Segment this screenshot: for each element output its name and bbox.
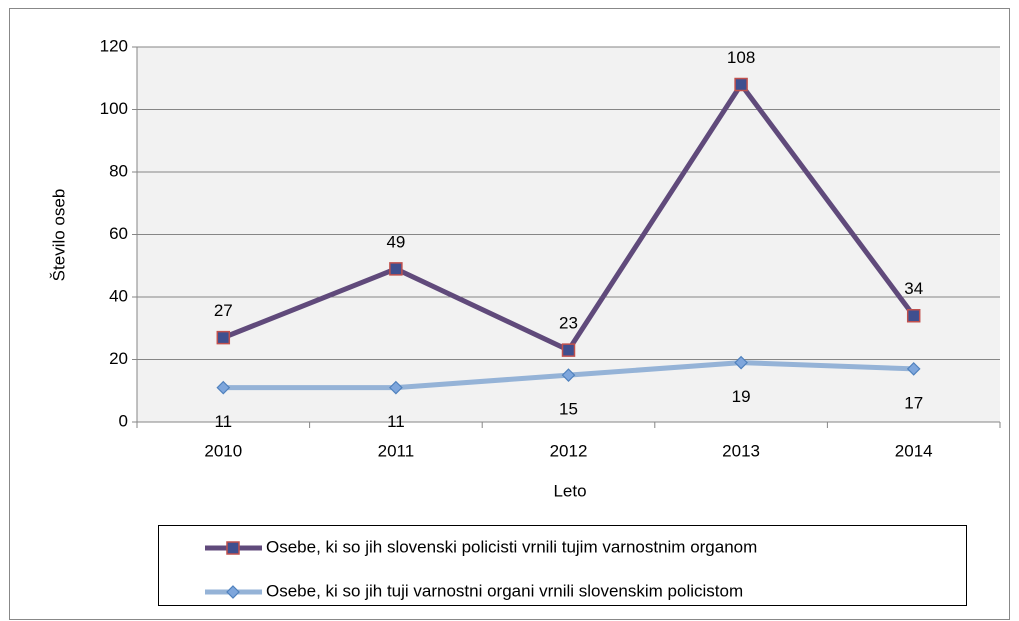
data-label: 23 bbox=[559, 314, 578, 333]
data-point bbox=[216, 330, 231, 345]
legend-marker bbox=[226, 585, 240, 599]
data-label: 108 bbox=[727, 48, 755, 67]
data-label: 19 bbox=[732, 387, 751, 406]
data-point bbox=[906, 362, 921, 376]
x-tick-label: 2010 bbox=[204, 441, 242, 460]
data-label: 15 bbox=[559, 400, 578, 419]
y-tick-label: 120 bbox=[100, 36, 128, 55]
data-point bbox=[906, 309, 921, 323]
y-tick-label: 40 bbox=[109, 286, 128, 305]
x-tick-label: 2014 bbox=[895, 441, 933, 460]
y-tick-label: 60 bbox=[109, 224, 128, 243]
data-label: 34 bbox=[904, 279, 923, 298]
legend bbox=[158, 525, 967, 606]
data-point bbox=[734, 355, 748, 370]
data-point bbox=[561, 343, 576, 357]
data-label: 11 bbox=[214, 412, 232, 431]
data-point bbox=[561, 368, 576, 382]
legend-label: Osebe, ki so jih tuji varnostni organi v… bbox=[266, 581, 743, 600]
legend-label: Osebe, ki so jih slovenski policisti vrn… bbox=[266, 537, 757, 556]
x-tick-label: 2011 bbox=[378, 441, 415, 460]
data-point bbox=[389, 262, 403, 276]
y-tick-label: 0 bbox=[119, 411, 128, 430]
y-tick-label: 20 bbox=[109, 349, 128, 368]
y-tick-label: 80 bbox=[109, 161, 128, 180]
data-point bbox=[389, 380, 403, 395]
data-label: 27 bbox=[214, 301, 233, 320]
data-label: 11 bbox=[387, 412, 405, 431]
data-point bbox=[734, 77, 748, 92]
x-tick-label: 2012 bbox=[550, 441, 588, 460]
data-point bbox=[216, 380, 231, 395]
data-label: 49 bbox=[386, 232, 405, 251]
legend-marker bbox=[226, 541, 240, 555]
y-tick-label: 100 bbox=[100, 99, 128, 118]
x-tick-label: 2013 bbox=[722, 441, 760, 460]
x-axis-label: Leto bbox=[553, 481, 586, 500]
data-label: 17 bbox=[904, 393, 923, 412]
y-axis-label: Število oseb bbox=[49, 189, 68, 282]
